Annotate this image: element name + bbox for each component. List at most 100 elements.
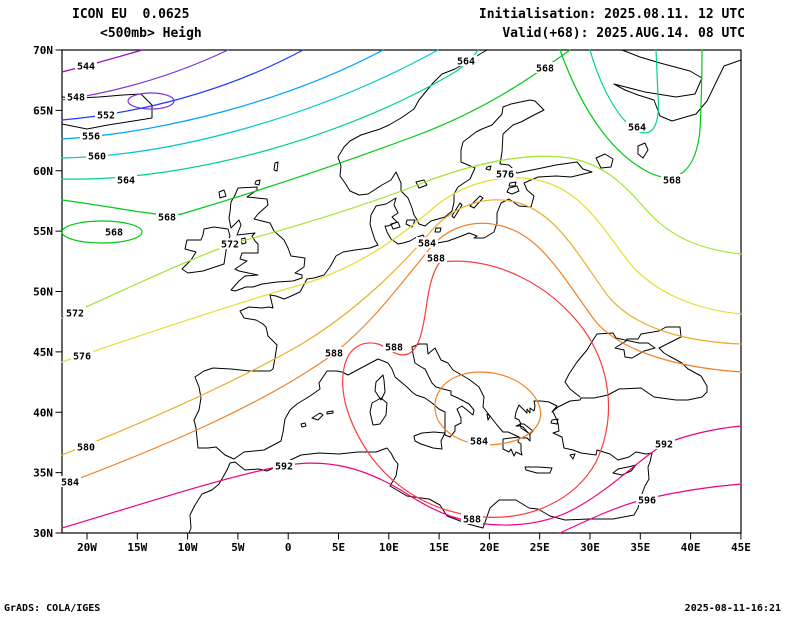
lat-label: 70N [33,44,53,57]
coast-great-britain [228,186,306,292]
contour-568 [61,49,571,216]
contour-label-bg [95,109,117,120]
contour-label: 568 [158,213,176,224]
contour-label-bg [626,121,648,132]
contour-label: 564 [117,176,135,187]
lon-label: 35E [630,541,650,554]
lat-label: 30N [33,527,53,540]
contour-label: 564 [628,123,646,134]
contour-label-bg [75,441,97,452]
coast-kola-white-sea [613,49,742,122]
contour-label: 560 [88,152,106,163]
lon-label: 20W [77,541,97,554]
contour-label-bg [455,55,477,66]
lon-label: 40E [681,541,701,554]
contour-596 [559,483,742,534]
contour-label-bg [115,174,137,185]
lat-label: 35N [33,467,53,480]
contour-label: 588 [463,515,481,526]
contour-label-bg [80,130,102,141]
contour-564-ne-trough [589,49,660,134]
contour-label: 552 [97,111,115,122]
contour-label: 564 [457,57,475,68]
lat-label: 40N [33,406,53,419]
contour-label: 544 [77,62,95,73]
coast-islands [218,142,649,476]
contour-label: 568 [663,176,681,187]
coast-mainland-europe [193,49,593,460]
lon-label: 0 [285,541,292,554]
contour-label-bg [75,60,97,71]
contour-568-ne-trough [559,49,703,178]
contour-556 [61,49,384,140]
model-title: ICON EU 0.0625 [72,7,189,22]
contour-label: 576 [496,170,514,181]
lon-label: 15W [127,541,147,554]
contour-label-bg [653,438,675,449]
lon-label: 20E [479,541,499,554]
contour-label: 588 [427,254,445,265]
contour-label-bg [64,307,86,318]
lon-label: 25E [530,541,550,554]
contour-label: 588 [325,349,343,360]
contour-584 [61,222,742,486]
contour-label-bg [468,435,490,446]
coast-ireland [181,226,231,274]
contour-label-bg [86,150,108,161]
contour-label: 592 [275,462,293,473]
lon-label: 5E [332,541,345,554]
lon-label: 5W [231,541,245,554]
contour-label: 568 [105,228,123,239]
coastlines [61,49,742,534]
lon-label: 15E [429,541,449,554]
contour-label: 572 [221,240,239,251]
contour-576 [61,177,742,363]
lon-label: 10E [379,541,399,554]
level-title: <500mb> Heigh [100,26,202,41]
grads-credit: GrADS: COLA/IGES [4,603,100,614]
contour-label-bg [59,476,81,487]
contour-labels: 544 548 552 556 560 564 564 564 568 568 568 568 572 5… [59,55,683,526]
lat-label: 45N [33,346,53,359]
creation-timestamp: 2025-08-11-16:21 [685,603,781,614]
contour-552 [61,49,304,121]
contour-580 [61,199,742,456]
contour-560 [61,49,439,159]
contour-label: 556 [82,132,100,143]
contour-568-closed-low [61,220,143,244]
lat-label: 55N [33,225,53,238]
contour-label-bg [416,237,438,248]
contour-label: 584 [61,478,79,489]
contour-label-bg [71,350,93,361]
contour-label-bg [661,174,683,185]
contour-label-bg [425,252,447,263]
coast-turkey-levant-africa [188,411,653,534]
coast-iceland [61,93,153,130]
lon-label: 30E [580,541,600,554]
contour-label: 568 [536,64,554,75]
contour-label: 596 [638,496,656,507]
lat-label: 65N [33,104,53,117]
contour-label-bg [534,62,556,73]
contour-label-bg [103,226,125,237]
lon-label: 10W [178,541,198,554]
contour-label: 580 [77,443,95,454]
contour-584-cutoff-low [434,371,542,446]
lat-label: 60N [33,165,53,178]
contour-label-bg [383,341,405,352]
contour-572 [61,155,742,319]
contour-label-bg [65,91,87,102]
contour-592 [61,425,742,529]
coast-mediterranean-black-sea [233,326,708,460]
contour-label-bg [323,347,345,358]
contour-label-bg [636,494,658,505]
contour-label-bg [273,460,295,471]
axis-labels: 70N 65N 60N 55N 50N 45N 40N 35N 30N 20W 15W 10W 5W 0 5… [33,44,751,554]
contour-label: 588 [385,343,403,354]
contour-588-cutoff-ring [342,260,610,518]
contour-label: 548 [67,93,85,104]
lat-label: 50N [33,286,53,299]
contour-label: 572 [66,309,84,320]
